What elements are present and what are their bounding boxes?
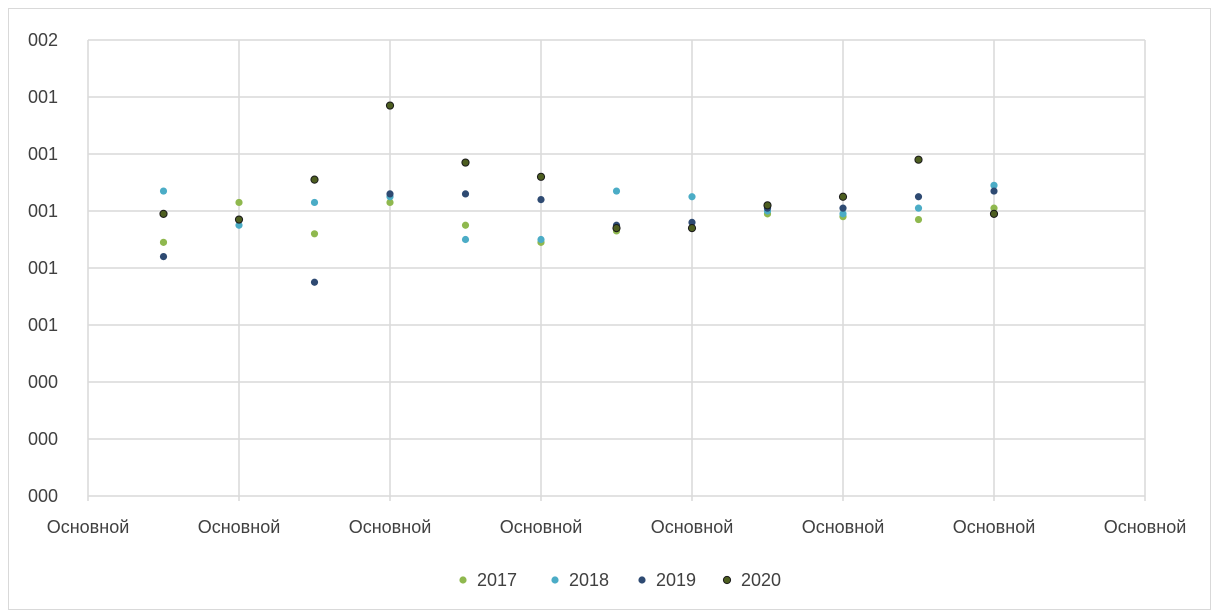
point-2017 [461,221,470,229]
x-tick-label: Основной [953,517,1036,537]
point-2019 [537,196,545,204]
x-tick-label: Основной [349,517,432,537]
point-2018 [839,210,847,218]
point-2020 [310,175,319,184]
point-2018 [990,181,998,189]
y-axis-tick-labels: 000 000 000 001 001 001 001 001 002 [28,30,58,506]
point-2019 [310,278,319,286]
point-2019 [839,204,847,212]
y-tick-label: 000 [28,429,58,449]
y-tick-label: 001 [28,258,58,278]
legend-label-2020: 2020 [741,570,781,590]
point-2017 [990,204,998,212]
point-2017 [386,198,394,207]
legend-marker-2020 [722,575,732,585]
y-tick-label: 001 [28,87,58,107]
point-2020 [687,224,697,233]
point-2018 [914,204,923,212]
y-tick-label: 001 [28,315,58,335]
point-2018 [310,198,319,207]
point-2019 [461,190,470,198]
point-2020 [234,215,244,224]
point-2019 [386,190,394,198]
y-tick-label: 001 [28,201,58,221]
x-tick-label: Основной [500,517,583,537]
point-2018 [235,221,243,229]
point-2019 [688,218,696,226]
point-2020 [159,209,168,218]
point-2018 [159,187,168,195]
point-2020 [763,201,772,210]
point-2017 [235,198,243,207]
x-axis-tick-labels: Основной Основной Основной Основной Основной… [47,517,1187,537]
x-tick-label: Основной [1104,517,1187,537]
point-2018 [688,193,696,201]
legend-marker-2017 [459,576,467,584]
x-tick-label: Основной [198,517,281,537]
point-2018 [461,235,470,244]
data-points [159,101,999,286]
point-2020 [914,155,923,164]
point-2020 [989,209,999,218]
y-tick-label: 000 [28,372,58,392]
point-2018 [537,235,545,244]
x-tick-label: Основной [802,517,885,537]
point-2020 [461,158,470,167]
legend-label-2019: 2019 [656,570,696,590]
chart-frame [8,8,1211,610]
legend-label-2017: 2017 [477,570,517,590]
gridlines [87,39,1146,501]
legend-marker-2018 [551,576,559,584]
point-2020 [536,172,546,181]
point-2017 [310,230,319,238]
x-tick-label: Основной [47,517,130,537]
y-tick-label: 001 [28,144,58,164]
legend-label-2018: 2018 [569,570,609,590]
point-2020 [612,224,621,233]
point-2020 [385,101,395,110]
point-2017 [159,238,168,246]
point-2018 [612,187,621,195]
point-2017 [914,215,923,224]
legend-marker-2019 [638,576,646,584]
y-tick-label: 000 [28,486,58,506]
point-2019 [914,193,923,201]
x-tick-label: Основной [651,517,734,537]
point-2019 [159,253,168,261]
legend: 2017 2018 2019 2020 [459,570,781,590]
point-2019 [990,187,998,195]
y-tick-label: 002 [28,30,58,50]
point-2020 [838,192,848,201]
